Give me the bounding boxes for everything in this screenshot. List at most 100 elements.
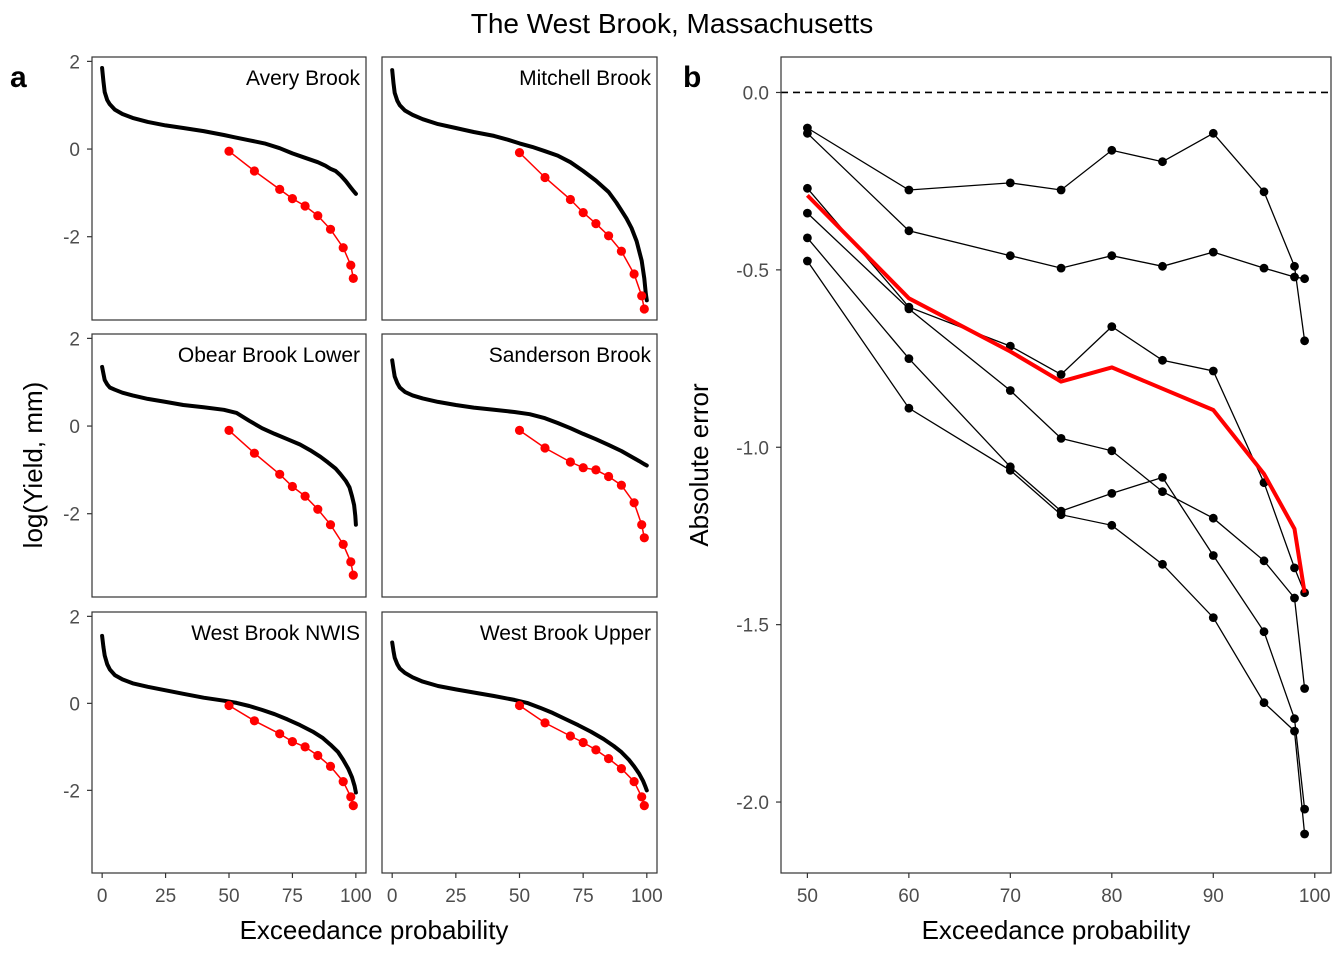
error-point — [803, 208, 812, 218]
predicted-point — [287, 194, 297, 204]
error-point — [1259, 187, 1269, 197]
error-point — [1107, 520, 1117, 530]
facet-sanderson-brook: Sanderson Brook — [381, 333, 658, 598]
predicted-point — [514, 425, 525, 435]
predicted-point — [578, 737, 588, 748]
figure-title: The West Brook, Massachusetts — [471, 8, 874, 39]
error-series-4 — [803, 208, 1309, 693]
predicted-point — [639, 304, 649, 314]
predicted-point — [637, 520, 647, 530]
y-tick-label: 0 — [69, 417, 80, 438]
error-point — [803, 233, 812, 243]
predicted-point — [275, 184, 285, 194]
panel-a-facets: Avery Brook 2 0 -2 Mitchell Brook Obear Brook… — [18, 52, 663, 945]
error-point — [904, 354, 914, 363]
observed-curve — [100, 364, 358, 527]
predicted-point — [629, 777, 639, 787]
error-series-5 — [803, 233, 1309, 814]
error-point — [1107, 145, 1117, 155]
error-point — [1290, 714, 1299, 724]
predicted-point — [348, 570, 358, 580]
error-point — [1158, 487, 1167, 496]
predicted-point — [300, 491, 310, 501]
predicted-line — [519, 429, 646, 538]
error-point — [1158, 261, 1167, 271]
error-point — [1259, 627, 1269, 637]
error-point — [1056, 263, 1066, 273]
predicted-point — [604, 231, 614, 241]
predicted-point — [313, 750, 323, 761]
x-tick-label: 75 — [282, 886, 303, 907]
error-line — [807, 127, 1306, 341]
x-tick-label: 100 — [1299, 886, 1331, 907]
error-point — [1158, 355, 1167, 365]
predicted-point — [249, 448, 259, 458]
error-series-6 — [803, 256, 1309, 839]
predicted-point — [338, 243, 348, 253]
y-tick-label: -2 — [63, 505, 80, 526]
predicted-point — [348, 801, 358, 811]
x-tick-label: 25 — [445, 886, 466, 907]
predicted-point — [637, 792, 647, 802]
facet-label: Mitchell Brook — [519, 67, 651, 90]
error-point — [1290, 726, 1299, 736]
error-point — [1208, 366, 1218, 376]
predicted-point — [639, 801, 649, 811]
error-point — [1005, 251, 1015, 261]
predicted-point — [325, 761, 336, 772]
facet-border — [91, 56, 367, 321]
predicted-point — [346, 557, 356, 567]
predicted-line — [228, 150, 355, 279]
error-point — [1107, 322, 1117, 331]
predicted-point — [224, 700, 234, 711]
error-point — [1259, 698, 1269, 708]
facet-west-brook-nwis: West Brook NWIS 2 0 -2 0 25 50 75 100 — [63, 607, 372, 907]
facet-label: West Brook NWIS — [191, 622, 360, 645]
predicted-point — [249, 166, 259, 176]
predicted-point — [604, 754, 614, 764]
error-line — [806, 260, 1306, 835]
error-point — [803, 256, 812, 266]
predicted-point — [325, 224, 336, 234]
y-tick-label: -1.0 — [736, 438, 769, 459]
error-point — [803, 128, 812, 138]
error-point — [1290, 272, 1299, 282]
facet-obear-brook-lower: Obear Brook Lower 2 0 -2 — [63, 329, 367, 598]
error-point — [1290, 563, 1299, 573]
x-tick-label: 70 — [1000, 886, 1021, 907]
facet-border — [381, 333, 658, 598]
predicted-point — [616, 480, 627, 490]
y-tick-label: -2 — [63, 228, 80, 249]
error-point — [1259, 263, 1269, 273]
error-point — [904, 304, 914, 314]
predicted-point — [338, 777, 348, 787]
y-tick-label: 0 — [69, 694, 80, 715]
predicted-point — [578, 208, 588, 218]
predicted-point — [325, 520, 336, 530]
panel-b-border — [780, 56, 1332, 874]
x-tick-label: 60 — [898, 886, 919, 907]
predicted-point — [514, 148, 525, 158]
observed-curve — [100, 633, 358, 795]
observed-curve — [100, 66, 358, 196]
predicted-point — [565, 194, 576, 205]
error-point — [1208, 551, 1218, 560]
predicted-point — [346, 792, 356, 802]
error-point — [1107, 446, 1117, 456]
mean-error-line — [805, 193, 1307, 594]
error-point — [1158, 559, 1167, 569]
predicted-point — [565, 731, 576, 741]
facet-avery-brook: Avery Brook 2 0 -2 — [63, 52, 367, 321]
error-point — [1107, 489, 1117, 498]
x-tick-label: 100 — [631, 886, 663, 907]
x-tick-label: 80 — [1101, 886, 1122, 907]
error-point — [1056, 185, 1066, 195]
error-point — [904, 403, 914, 413]
error-point — [1208, 128, 1218, 138]
error-point — [1300, 684, 1309, 693]
predicted-point — [565, 457, 576, 467]
error-point — [1056, 434, 1066, 443]
facet-border — [91, 333, 367, 598]
facet-label: Avery Brook — [246, 67, 360, 90]
